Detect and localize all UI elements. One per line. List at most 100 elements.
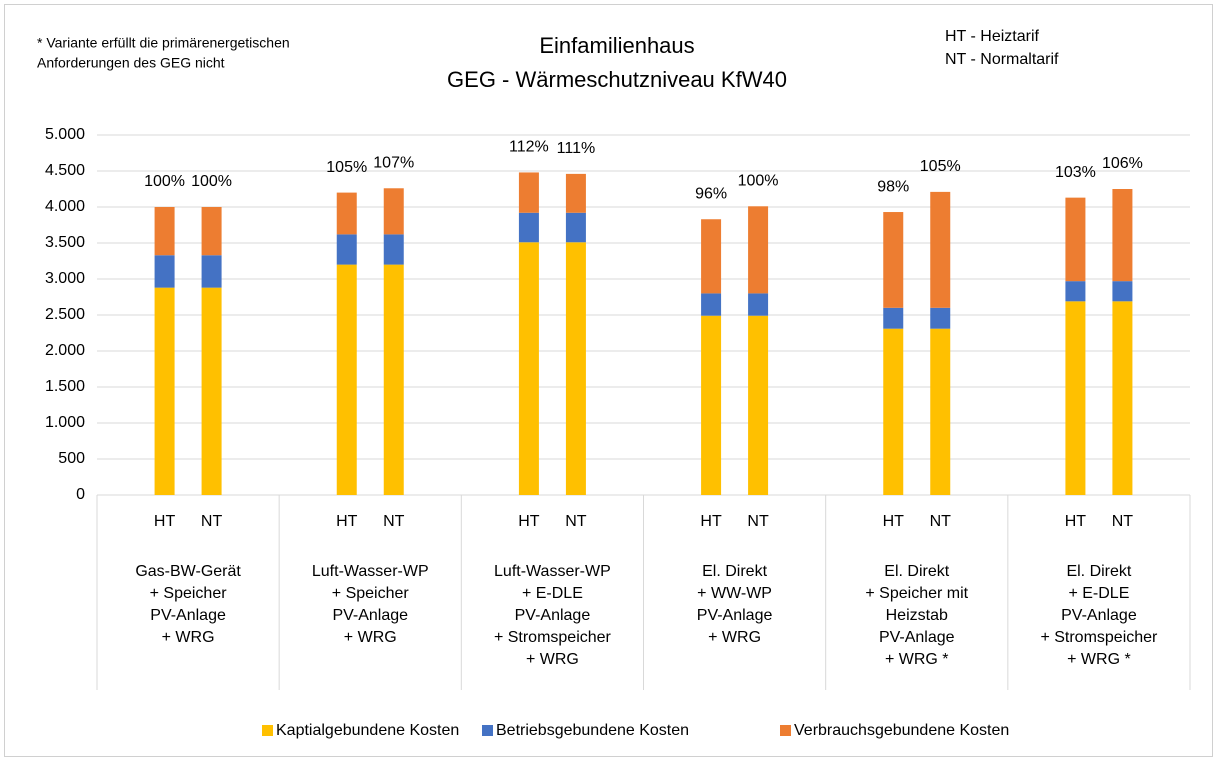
tariff-note: HT - Heiztarif (945, 28, 1039, 45)
group-label: El. Direkt (884, 563, 949, 580)
x-tick-label: HT (518, 513, 540, 530)
group-label: PV-Anlage (150, 607, 226, 624)
bar-segment (1065, 197, 1086, 282)
bar-segment (518, 172, 539, 213)
x-tick-label: HT (1065, 513, 1087, 530)
legend-label: Kaptialgebundene Kosten (276, 722, 459, 739)
bar-segment (883, 307, 904, 329)
legend-label: Betriebsgebundene Kosten (496, 722, 689, 739)
y-tick-label: 4.000 (45, 198, 85, 215)
bar-segment (518, 242, 539, 495)
group-label: + WRG (162, 629, 215, 646)
bar-segment (565, 173, 586, 213)
total-label: 100% (144, 173, 185, 190)
bar-segment (565, 242, 586, 495)
total-label: 98% (877, 178, 909, 195)
group-label: + E-DLE (522, 585, 583, 602)
legend-swatch (780, 725, 791, 736)
x-tick-label: HT (336, 513, 358, 530)
legend-swatch (482, 725, 493, 736)
group-label: + E-DLE (1068, 585, 1129, 602)
y-tick-label: 2.500 (45, 306, 85, 323)
group-label: PV-Anlage (1061, 607, 1137, 624)
bar-segment (930, 307, 951, 329)
bar-segment (383, 234, 404, 265)
y-tick-label: 5.000 (45, 126, 85, 143)
group-label: + WRG (708, 629, 761, 646)
bar-segment (1112, 301, 1133, 495)
bar-segment (154, 255, 175, 288)
bar-segment (748, 315, 769, 495)
x-tick-label: NT (383, 513, 405, 530)
group-label: El. Direkt (702, 563, 767, 580)
tariff-note: NT - Normaltarif (945, 51, 1059, 68)
x-tick-label: NT (747, 513, 769, 530)
bar-segment (154, 207, 175, 256)
bar-segment (748, 206, 769, 294)
group-label: PV-Anlage (879, 629, 955, 646)
bar-segment (930, 328, 951, 495)
x-tick-label: NT (1112, 513, 1134, 530)
bar-segment (336, 234, 357, 265)
group-label: + WRG * (1067, 651, 1131, 668)
bar-segment (748, 293, 769, 316)
y-tick-label: 3.000 (45, 270, 85, 287)
total-label: 96% (695, 185, 727, 202)
group-label: El. Direkt (1066, 563, 1131, 580)
group-label: Heizstab (886, 607, 948, 624)
total-label: 105% (326, 159, 367, 176)
group-label: Gas-BW-Gerät (135, 563, 241, 580)
x-tick-label: NT (201, 513, 223, 530)
total-label: 111% (557, 140, 596, 157)
bar-segment (1112, 189, 1133, 282)
y-tick-label: 500 (58, 450, 85, 467)
bar-segment (701, 315, 722, 495)
x-tick-label: NT (565, 513, 587, 530)
bar-segment (1112, 281, 1133, 302)
note: Anforderungen des GEG nicht (37, 55, 225, 71)
group-label: + WRG (526, 651, 579, 668)
total-label: 112% (509, 139, 549, 156)
bar-segment (1065, 281, 1086, 302)
legend-label: Verbrauchsgebundene Kosten (794, 722, 1009, 739)
bar-segment (336, 264, 357, 495)
bar-segment (201, 287, 222, 495)
group-label: + Speicher (150, 585, 228, 602)
group-label: + WRG (344, 629, 397, 646)
group-label: PV-Anlage (515, 607, 591, 624)
total-label: 103% (1055, 164, 1096, 181)
bar-segment (883, 212, 904, 308)
group-label: + Speicher mit (865, 585, 968, 602)
chart-title: GEG - Wärmeschutzniveau KfW40 (447, 67, 787, 92)
total-label: 106% (1102, 155, 1143, 172)
total-label: 107% (373, 154, 414, 171)
group-label: + WRG * (885, 651, 949, 668)
group-label: Luft-Wasser-WP (312, 563, 429, 580)
group-label: + WW-WP (697, 585, 772, 602)
legend-swatch (262, 725, 273, 736)
x-tick-label: HT (700, 513, 722, 530)
x-tick-label: HT (883, 513, 905, 530)
bar-segment (701, 293, 722, 316)
total-label: 100% (191, 173, 232, 190)
bar-segment (1065, 301, 1086, 495)
bar-segment (883, 328, 904, 495)
y-tick-label: 1.500 (45, 378, 85, 395)
bar-segment (336, 192, 357, 235)
group-label: Luft-Wasser-WP (494, 563, 611, 580)
bar-segment (154, 287, 175, 495)
bar-segment (701, 219, 722, 294)
note: * Variante erfüllt die primärenergetisch… (37, 35, 290, 51)
total-label: 100% (738, 172, 779, 189)
bar-segment (383, 264, 404, 495)
x-tick-label: NT (930, 513, 952, 530)
y-tick-label: 2.000 (45, 342, 85, 359)
group-label: + Stromspeicher (1040, 629, 1158, 646)
bar-segment (930, 191, 951, 308)
bar-segment (201, 255, 222, 288)
group-label: PV-Anlage (332, 607, 408, 624)
total-label: 105% (920, 158, 961, 175)
chart-title: Einfamilienhaus (539, 33, 694, 58)
group-label: + Stromspeicher (494, 629, 612, 646)
